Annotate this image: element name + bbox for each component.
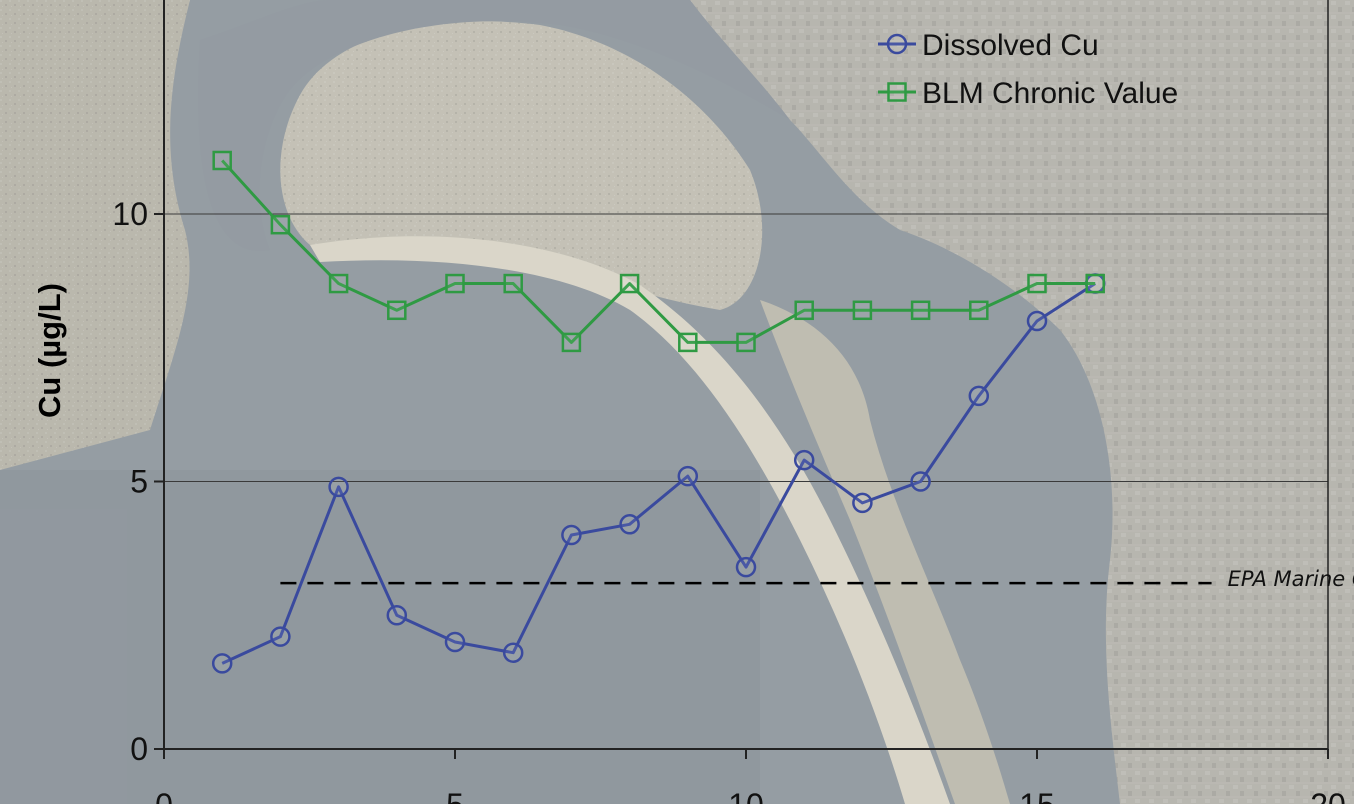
point-dissolved-cu-8 (619, 514, 640, 535)
point-dissolved-cu-12 (852, 492, 873, 514)
series-line-dissolved-cu (221, 282, 1097, 665)
point-blm-chronic-value-16 (1085, 273, 1105, 294)
point-dissolved-cu-1 (211, 653, 233, 674)
point-dissolved-cu-9 (677, 465, 699, 487)
point-blm-chronic-value-11 (794, 300, 814, 321)
x-tick-label-0: 0 (155, 787, 173, 804)
point-dissolved-cu-14 (968, 385, 990, 407)
point-blm-chronic-value-7 (561, 332, 582, 353)
point-dissolved-cu-13 (910, 471, 931, 492)
point-blm-chronic-value-9 (678, 332, 698, 353)
point-dissolved-cu-11 (793, 449, 815, 471)
legend-label-dissolved-cu: Dissolved Cu (922, 29, 1099, 62)
epa-criterion-label: EPA Marine Cu Criterion (1228, 567, 1354, 591)
point-blm-chronic-value-1 (212, 150, 232, 171)
point-blm-chronic-value-14 (969, 300, 989, 321)
point-blm-chronic-value-15 (1027, 273, 1047, 294)
y-tick-label-5: 5 (130, 464, 148, 500)
point-dissolved-cu-2 (270, 626, 291, 647)
point-blm-chronic-value-12 (852, 300, 873, 321)
point-dissolved-cu-10 (735, 556, 757, 578)
point-dissolved-cu-15 (1026, 310, 1048, 332)
y-tick-label-10: 10 (112, 196, 148, 232)
y-tick-label-0: 0 (130, 731, 148, 767)
legend-marker-blm-chronic-value (887, 82, 907, 102)
point-blm-chronic-value-6 (503, 273, 523, 294)
legend-label-blm-chronic-value: BLM Chronic Value (922, 77, 1178, 110)
legend-marker-dissolved-cu (886, 33, 908, 55)
y-axis-label: Cu (µg/L) (32, 283, 67, 418)
point-dissolved-cu-3 (328, 476, 349, 498)
point-blm-chronic-value-5 (445, 273, 465, 294)
point-blm-chronic-value-10 (736, 332, 756, 353)
point-blm-chronic-value-3 (328, 273, 349, 294)
series-line-blm-chronic-value (221, 159, 1096, 344)
point-blm-chronic-value-8 (619, 273, 640, 294)
x-tick-label-15: 15 (1019, 787, 1055, 804)
point-blm-chronic-value-13 (910, 300, 931, 321)
point-dissolved-cu-7 (561, 524, 582, 546)
point-blm-chronic-value-4 (387, 300, 407, 321)
point-blm-chronic-value-2 (270, 214, 291, 235)
x-tick-label-20: 20 (1310, 787, 1346, 804)
point-dissolved-cu-4 (386, 605, 408, 626)
point-dissolved-cu-5 (444, 631, 466, 653)
x-tick-label-10: 10 (728, 787, 764, 804)
x-tick-label-5: 5 (446, 787, 464, 804)
point-dissolved-cu-6 (502, 642, 524, 663)
